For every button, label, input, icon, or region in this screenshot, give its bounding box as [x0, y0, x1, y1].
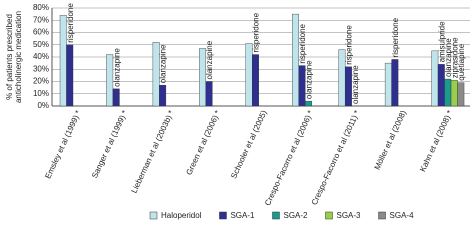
drug-annotation: quetiapine [457, 43, 466, 80]
y-tick-label: 50% [33, 40, 49, 49]
drug-annotation: risperidone [298, 23, 307, 63]
x-tick-label: Kahn et al (2008) * [418, 109, 454, 173]
bar [444, 78, 452, 107]
drug-annotation: risperidone [345, 25, 354, 65]
y-tick-label: 20% [33, 77, 49, 86]
bar [245, 43, 253, 107]
legend-label: Haloperidol [161, 211, 202, 220]
bar [292, 13, 299, 107]
bar [450, 80, 458, 107]
x-tick-label: Crespo-Facorro et al (2011) * [310, 109, 362, 207]
drug-annotation: olanzapine [305, 60, 314, 99]
bar [384, 62, 392, 107]
bar [106, 54, 114, 107]
legend-swatch [325, 211, 333, 220]
y-tick-label: 80% [33, 3, 49, 12]
drug-annotation: olanzapine [351, 65, 360, 104]
y-tick-label: 40% [33, 52, 49, 61]
y-tick-label: 60% [33, 28, 49, 37]
y-tick-label: 0% [37, 101, 49, 110]
bar [305, 100, 312, 107]
bar [391, 59, 399, 107]
drug-annotation: olanzapine [159, 44, 168, 83]
drug-annotation: risperidone [252, 12, 261, 52]
y-tick-label: 30% [33, 64, 49, 73]
legend-swatch [378, 211, 386, 220]
drug-annotation: risperidone [66, 3, 75, 43]
y-tick-label: 70% [33, 15, 49, 24]
x-tick-label: Möller et al (2008) [373, 109, 409, 172]
bar [152, 42, 160, 107]
bar [159, 84, 167, 107]
bar [205, 81, 213, 107]
drug-annotation: amisulpride [437, 21, 446, 62]
drug-annotation: olanzapine [444, 38, 453, 77]
legend-label: SGA-1 [230, 211, 255, 220]
bar [298, 65, 306, 107]
legend-swatch [272, 211, 280, 220]
bar [344, 66, 352, 107]
legend-label: SGA-3 [337, 211, 362, 220]
drug-annotation: risperidone [391, 17, 400, 57]
drug-annotation: ziprasidone [450, 37, 459, 78]
chart: % of patients prescribed anticholinergic … [5, 3, 470, 220]
y-axis-label: % of patients prescribed [5, 14, 14, 100]
y-tick-label: 10% [33, 89, 49, 98]
bar [199, 48, 207, 107]
legend-swatch [219, 211, 227, 220]
x-tick-label: Sanger et al (1999) * [90, 109, 129, 180]
drug-annotation: olanzapine [205, 40, 214, 79]
bar [457, 82, 465, 107]
x-tick-label: Schooler et al (2005) [229, 109, 269, 180]
legend-label: SGA-2 [283, 211, 308, 220]
legend-swatch [149, 211, 158, 220]
x-tick-label: Crespo-Facorro et al (2006) * [263, 109, 315, 207]
x-tick-label: Green et al (2006) * [184, 109, 222, 176]
bar [66, 44, 74, 107]
drug-annotation: olanzapine [112, 48, 121, 87]
bar [252, 54, 259, 107]
y-axis-label: anticholinergic medication [14, 11, 23, 103]
bar [112, 88, 120, 107]
x-tick-label: Emsley et al (1999) * [43, 109, 83, 180]
x-tick-label: Lieberman et al (2003b) * [130, 109, 176, 195]
legend-label: SGA-4 [390, 211, 415, 220]
